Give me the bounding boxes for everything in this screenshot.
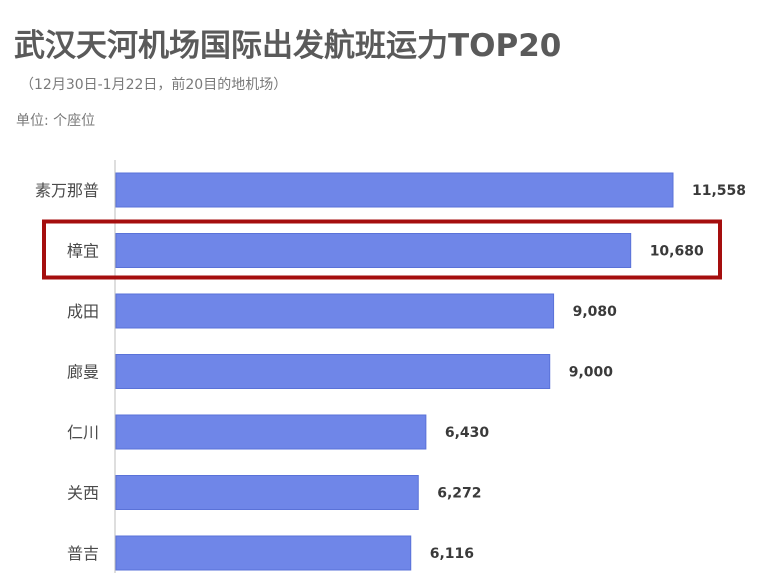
value-label-1: 10,680	[650, 244, 704, 260]
value-label-4: 6,430	[445, 425, 490, 441]
value-label-5: 6,272	[437, 486, 481, 502]
highlight-box	[42, 219, 722, 280]
bar-6	[115, 535, 412, 571]
value-label-3: 9,000	[569, 365, 614, 381]
bar-1	[115, 233, 632, 268]
category-label-4: 仁川	[67, 423, 99, 442]
category-label-2: 成田	[67, 302, 99, 321]
value-label-6: 6,116	[430, 546, 474, 562]
value-label-2: 9,080	[573, 304, 618, 320]
bar-5	[115, 475, 419, 510]
bar-0	[115, 172, 674, 208]
unit-label: 单位: 个座位	[16, 113, 96, 129]
bar-3	[115, 354, 551, 389]
bars-layer: 素万那普 11,558 樟宜 10,680 成田 9,080 廊曼 9,000 仁川 6,430 关…	[35, 160, 746, 573]
chart-subtitle: （12月30日-1月22日，前20目的地机场）	[20, 77, 288, 93]
category-label-3: 廊曼	[67, 363, 99, 382]
category-label-5: 关西	[67, 484, 99, 503]
bar-4	[115, 414, 427, 450]
category-label-1: 樟宜	[67, 242, 99, 261]
chart-title: 武汉天河机场国际出发航班运力TOP20	[14, 28, 562, 64]
value-label-0: 11,558	[692, 183, 746, 199]
category-label-6: 普吉	[67, 544, 99, 563]
category-label-0: 素万那普	[35, 181, 99, 200]
bar-2	[115, 293, 555, 329]
